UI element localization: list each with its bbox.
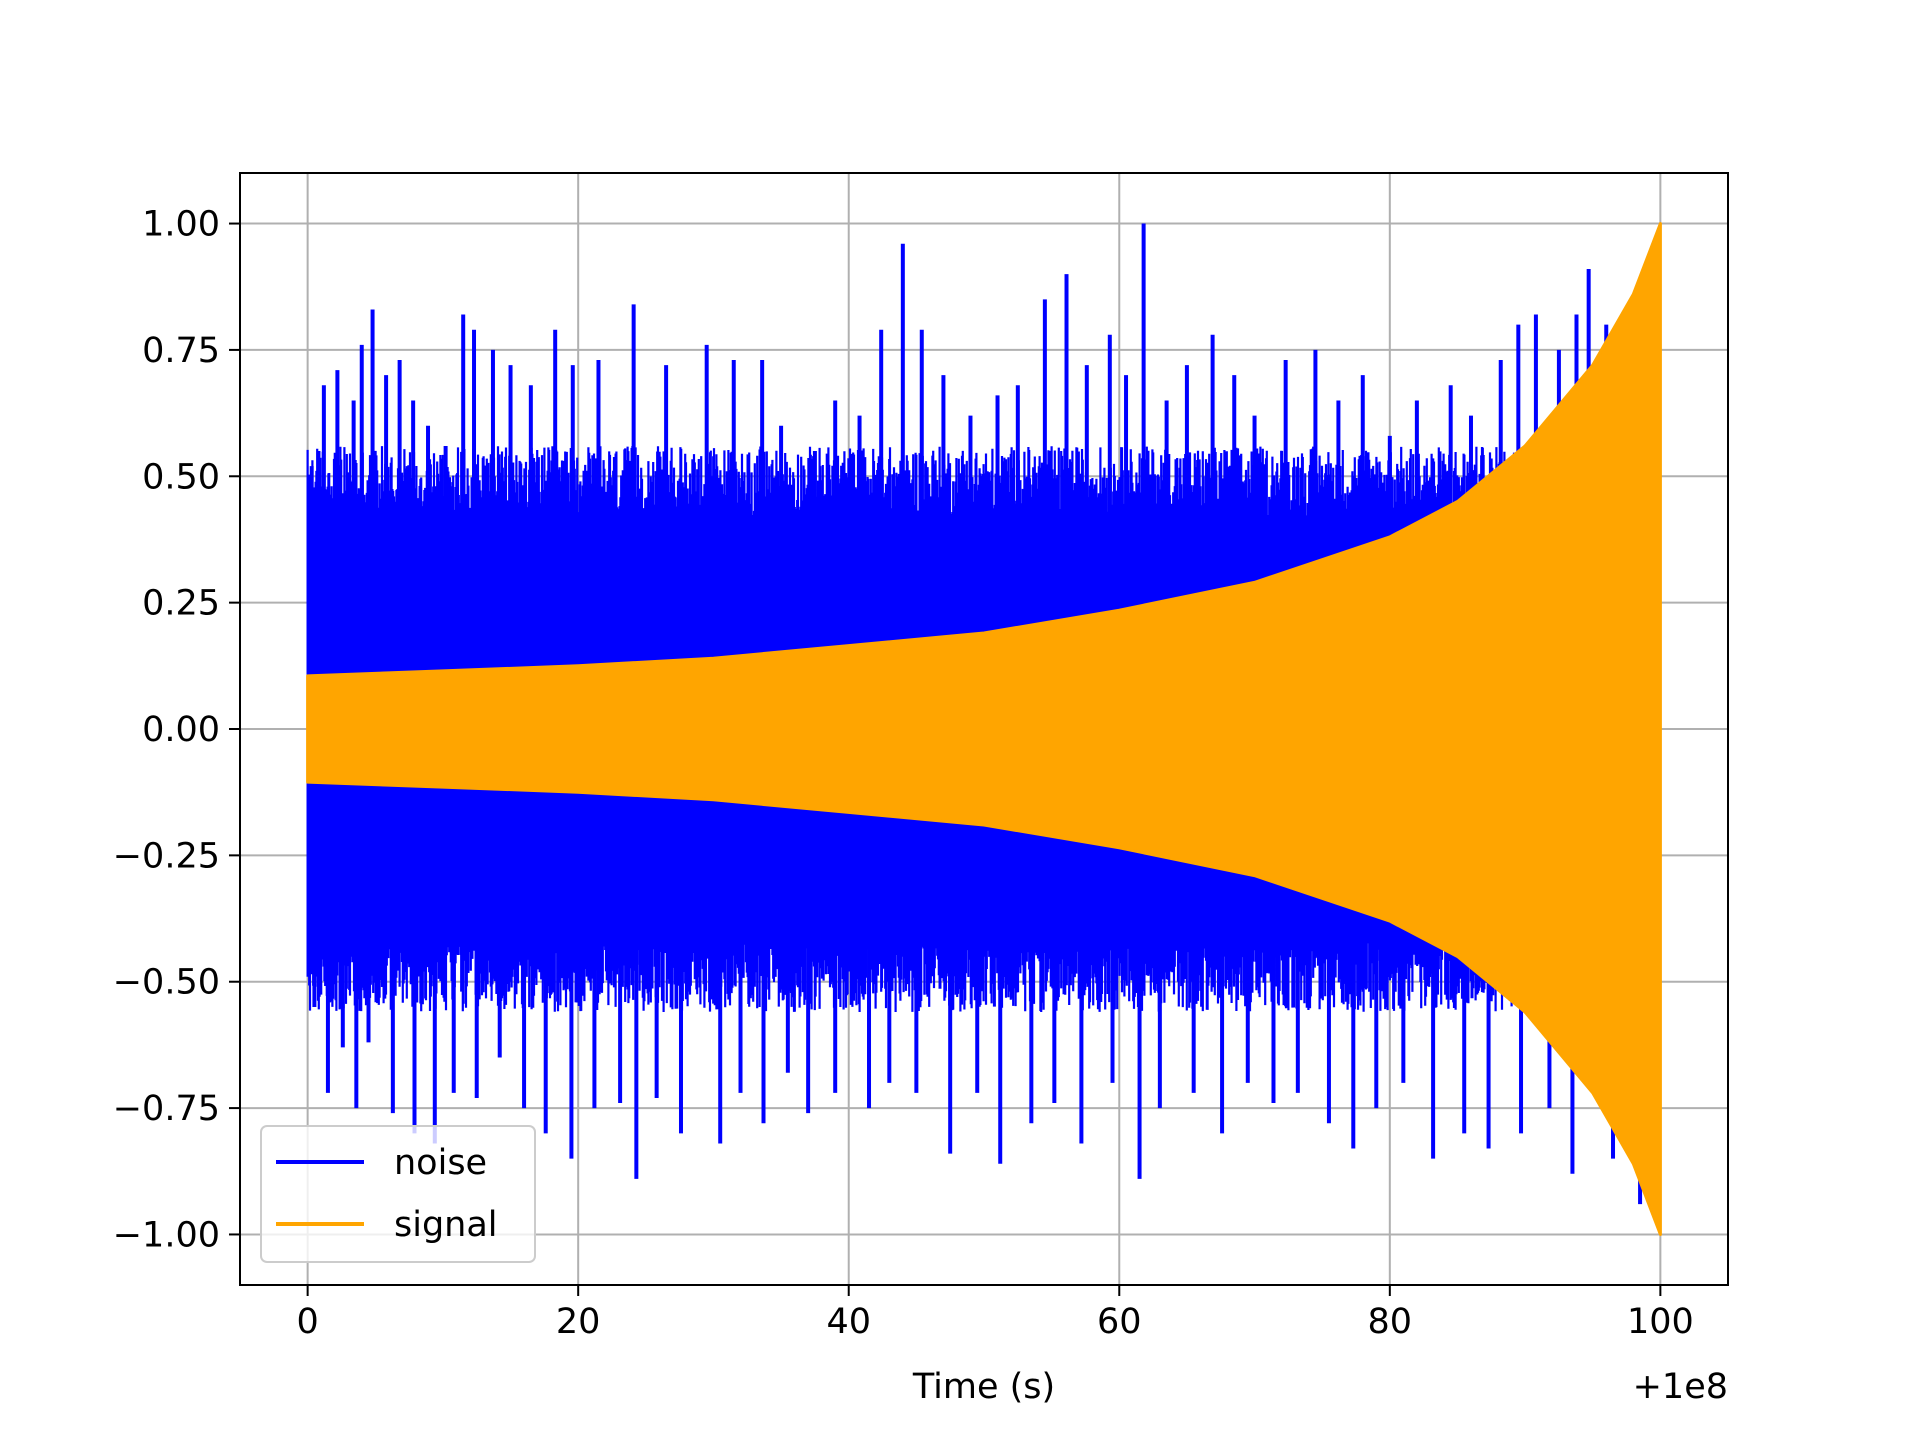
- x-tick-label: 60: [1097, 1302, 1142, 1342]
- legend: noise signal: [260, 1125, 536, 1263]
- signal-envelope: [306, 222, 1662, 1236]
- noise-series: [306, 223, 1661, 1205]
- y-tick-label: −1.00: [113, 1215, 220, 1255]
- legend-label-noise: noise: [394, 1143, 487, 1183]
- y-tick-label: 0.25: [142, 584, 220, 624]
- y-tick-label: 0.50: [142, 457, 220, 497]
- legend-label-signal: signal: [394, 1205, 498, 1245]
- x-axis-label: Time (s): [912, 1367, 1055, 1407]
- x-tick-label: 20: [556, 1302, 601, 1342]
- y-tick-label: 0.00: [142, 710, 220, 750]
- y-tick-label: 1.00: [142, 205, 220, 245]
- x-tick-label: 100: [1627, 1302, 1694, 1342]
- y-tick-label: −0.50: [113, 963, 220, 1003]
- y-axis: 1.00 0.75 0.50 0.25 0.00 −0.25 −0.50 −0.75 −1.00: [113, 205, 240, 1255]
- x-axis: 0 20 40 60 80 100: [296, 1285, 1694, 1342]
- y-tick-label: 0.75: [142, 331, 220, 371]
- y-tick-label: −0.75: [113, 1089, 220, 1129]
- signal-series: [306, 222, 1662, 1236]
- x-tick-label: 80: [1368, 1302, 1413, 1342]
- x-tick-label: 40: [826, 1302, 871, 1342]
- x-tick-label: 0: [296, 1302, 318, 1342]
- y-tick-label: −0.25: [113, 836, 220, 876]
- x-offset-label: +1e8: [1633, 1367, 1728, 1407]
- plot-area: [306, 222, 1662, 1236]
